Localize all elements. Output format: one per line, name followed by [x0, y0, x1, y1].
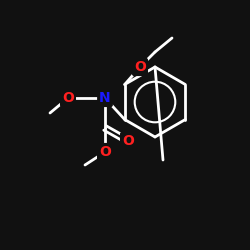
Text: N: N: [99, 91, 111, 105]
Text: O: O: [134, 60, 146, 74]
Text: O: O: [62, 91, 74, 105]
Text: O: O: [122, 134, 134, 148]
Text: O: O: [99, 145, 111, 159]
